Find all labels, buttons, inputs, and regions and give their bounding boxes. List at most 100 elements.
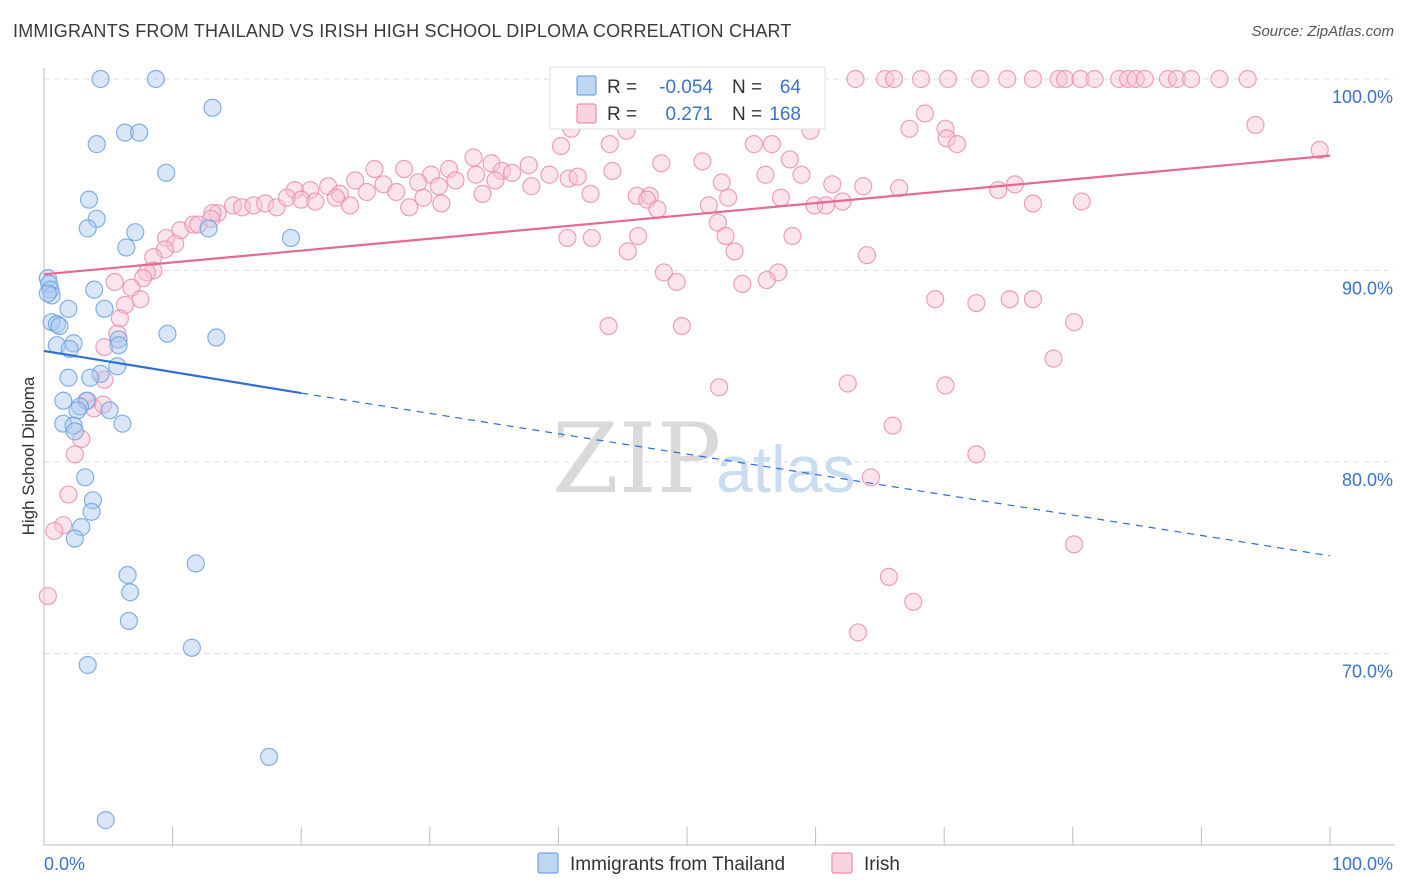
data-point-irish xyxy=(414,188,433,207)
data-point-irish xyxy=(292,190,311,209)
correlation-legend: R = -0.054 N = 64 R = 0.271 N = 168 xyxy=(549,66,826,130)
data-point-irish xyxy=(652,154,671,173)
data-point-thailand xyxy=(186,554,205,573)
data-point-irish xyxy=(879,567,899,587)
data-point-thailand xyxy=(83,491,102,510)
data-point-irish xyxy=(582,228,601,248)
legend-swatch-irish xyxy=(576,103,597,124)
data-point-irish xyxy=(1044,349,1063,368)
data-point-thailand xyxy=(59,368,78,387)
bottom-legend-thailand: Immigrants from Thailand xyxy=(570,854,785,875)
watermark-atlas: atlas xyxy=(716,432,855,506)
legend-swatch-thailand xyxy=(576,75,597,96)
data-point-irish xyxy=(540,165,559,184)
data-point-irish xyxy=(708,213,727,232)
data-point-irish xyxy=(861,468,880,487)
data-point-irish xyxy=(394,159,414,179)
data-point-irish xyxy=(387,182,406,202)
data-point-irish xyxy=(654,263,673,282)
data-point-irish xyxy=(600,135,619,154)
data-point-irish xyxy=(326,188,346,207)
data-point-irish xyxy=(846,69,865,89)
data-point-irish xyxy=(95,338,114,357)
data-point-irish xyxy=(365,159,384,179)
legend-r-label: R = xyxy=(607,77,637,98)
data-point-irish xyxy=(603,161,622,181)
data-point-irish xyxy=(184,215,203,234)
data-point-irish xyxy=(744,135,763,154)
data-point-irish xyxy=(285,180,304,200)
data-point-irish xyxy=(936,119,955,138)
series-legend: Immigrants from Thailand Irish xyxy=(537,852,900,875)
data-point-thailand xyxy=(78,219,97,238)
data-point-thailand xyxy=(50,316,69,336)
trend-line-thailand xyxy=(43,349,302,395)
data-point-irish xyxy=(947,135,967,154)
data-point-thailand xyxy=(182,638,201,657)
data-point-thailand xyxy=(130,123,149,142)
data-point-irish xyxy=(998,69,1017,89)
legend-n-irish: 168 xyxy=(769,104,801,125)
data-point-irish xyxy=(144,247,163,267)
data-point-irish xyxy=(1023,69,1043,89)
data-point-irish xyxy=(244,196,263,215)
data-point-thailand xyxy=(47,315,66,334)
data-point-irish xyxy=(1167,69,1187,89)
data-point-irish xyxy=(108,324,127,343)
data-point-irish xyxy=(1023,290,1043,309)
data-point-irish xyxy=(1023,194,1043,213)
data-point-irish xyxy=(926,290,945,309)
data-point-irish xyxy=(854,177,873,196)
data-point-thailand xyxy=(72,518,91,537)
y-tick-labels: 70.0% 80.0% 90.0% 100.0% xyxy=(1332,87,1393,682)
data-point-irish xyxy=(838,374,857,393)
data-point-irish xyxy=(936,376,955,395)
data-point-irish xyxy=(756,165,775,184)
data-point-irish xyxy=(967,445,986,464)
data-point-irish xyxy=(823,175,842,194)
data-point-irish xyxy=(971,69,990,89)
data-point-irish xyxy=(446,171,465,190)
data-point-irish xyxy=(203,203,222,223)
data-point-irish xyxy=(733,274,752,294)
data-point-irish xyxy=(911,69,931,89)
data-point-irish xyxy=(1310,140,1329,159)
data-point-irish xyxy=(400,198,419,217)
data-point-thailand xyxy=(78,655,97,675)
y-tick-label: 80.0% xyxy=(1342,470,1393,490)
data-point-irish xyxy=(712,173,731,192)
legend-n-thailand: 64 xyxy=(780,77,802,98)
data-point-thailand xyxy=(38,284,57,303)
x-tick-label: 0.0% xyxy=(44,854,85,874)
data-point-irish xyxy=(884,69,904,89)
data-point-irish xyxy=(1246,115,1265,135)
x-tick-label: 100.0% xyxy=(1332,854,1393,874)
trend-line-thailand-extrapolated xyxy=(301,392,1331,557)
data-point-thailand xyxy=(82,502,101,521)
data-point-thailand xyxy=(79,190,99,209)
data-point-irish xyxy=(232,198,252,217)
data-point-irish xyxy=(256,194,275,213)
data-point-irish xyxy=(581,184,600,203)
data-point-irish xyxy=(762,135,781,154)
data-point-thailand xyxy=(259,747,279,767)
y-tick-label: 70.0% xyxy=(1342,662,1393,682)
data-point-thailand xyxy=(199,219,218,238)
data-point-irish xyxy=(131,290,150,309)
data-point-thailand xyxy=(85,280,104,299)
bottom-legend-irish: Irish xyxy=(864,854,900,875)
data-point-irish xyxy=(115,295,135,315)
data-point-irish xyxy=(1049,69,1068,89)
legend-r-label: R = xyxy=(607,104,637,125)
data-point-irish xyxy=(473,184,492,203)
data-point-irish xyxy=(938,69,958,89)
data-point-irish xyxy=(667,272,686,292)
data-point-irish xyxy=(306,192,325,211)
data-point-thailand xyxy=(95,299,114,318)
bottom-legend-swatch-thailand xyxy=(537,852,559,874)
chart-source: Source: ZipAtlas.com xyxy=(1251,23,1394,40)
data-point-irish xyxy=(967,293,986,313)
data-point-irish xyxy=(551,136,571,156)
data-point-irish xyxy=(915,104,935,123)
